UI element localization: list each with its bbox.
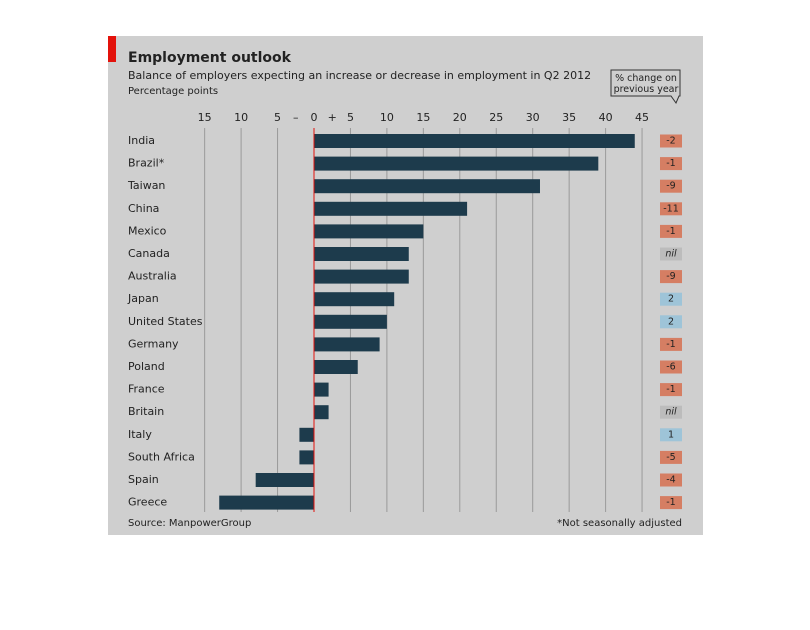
accent: [108, 36, 116, 62]
x-tick-label: 20: [453, 111, 467, 124]
note: *Not seasonally adjusted: [557, 518, 682, 529]
change-label: nil: [665, 249, 677, 260]
change-label: -6: [666, 362, 675, 373]
subtitle: Balance of employers expecting an increa…: [128, 69, 591, 82]
category-label: Greece: [128, 496, 167, 509]
plus-sign: +: [328, 111, 337, 124]
x-tick-label: 5: [347, 111, 354, 124]
bar: [314, 337, 380, 352]
change-label: -2: [666, 136, 675, 147]
change-box: [660, 202, 682, 216]
change-label: -4: [666, 475, 675, 486]
category-label: Taiwan: [127, 179, 165, 192]
category-label: Spain: [128, 473, 159, 486]
change-box: [660, 360, 682, 374]
category-label: Canada: [128, 247, 170, 260]
panel: [108, 36, 703, 535]
change-label: 2: [668, 294, 674, 305]
bar: [314, 201, 468, 216]
change-box: [660, 134, 682, 148]
bar: [314, 156, 599, 171]
bar: [314, 247, 409, 261]
x-tick-label: 30: [526, 111, 540, 124]
unit-label: Percentage points: [128, 86, 218, 97]
change-label: 2: [668, 316, 674, 327]
change-label: 1: [668, 429, 674, 440]
category-label: Italy: [128, 428, 152, 441]
chart-title: Employment outlook: [128, 50, 292, 66]
change-header-box: [610, 69, 681, 105]
bar: [314, 314, 387, 329]
bar: [219, 495, 314, 510]
bar: [299, 427, 314, 442]
x-tick-label: 10: [234, 111, 248, 124]
bar: [314, 360, 358, 374]
x-tick-label: 45: [635, 111, 649, 124]
category-label: South Africa: [128, 450, 195, 463]
category-label: France: [128, 383, 165, 396]
x-tick-label: 25: [489, 111, 503, 124]
change-label: -11: [663, 203, 679, 214]
category-label: Australia: [128, 270, 177, 283]
category-label: India: [128, 134, 155, 147]
bar: [314, 269, 409, 284]
change-label: -1: [666, 384, 675, 395]
change-box: [660, 315, 682, 329]
change-box: [660, 405, 682, 419]
bar: [314, 405, 329, 420]
x-tick-label: 15: [198, 111, 212, 124]
bar: [314, 224, 424, 239]
category-label: Brazil*: [128, 157, 165, 170]
minus-sign: –: [293, 111, 299, 124]
change-label: -1: [666, 497, 675, 508]
change-box: [660, 428, 682, 442]
change-box: [660, 292, 682, 306]
category-label: Britain: [128, 405, 164, 418]
change-label: -9: [666, 271, 675, 282]
category-label: United States: [128, 315, 203, 328]
bar: [314, 179, 540, 194]
change-label: -9: [666, 181, 675, 192]
change-box: [660, 496, 682, 510]
change-box: [660, 179, 682, 193]
change-box: [660, 473, 682, 487]
change-header: % change on previous year: [614, 73, 679, 95]
x-tick-label: 40: [599, 111, 613, 124]
x-tick-label: 15: [416, 111, 430, 124]
bar: [314, 382, 329, 397]
change-box: [660, 224, 682, 238]
category-label: Germany: [128, 337, 179, 350]
category-label: China: [128, 202, 159, 215]
change-label: -1: [666, 226, 675, 237]
change-box: [660, 450, 682, 464]
bar: [314, 134, 635, 148]
category-label: Japan: [127, 292, 159, 305]
x-tick-label: 0: [311, 111, 318, 124]
x-tick-label: 35: [562, 111, 576, 124]
change-box: [660, 157, 682, 171]
change-box: [660, 337, 682, 351]
x-tick-label: 10: [380, 111, 394, 124]
bar: [255, 473, 314, 487]
bar: [299, 450, 314, 465]
change-label: nil: [665, 407, 677, 418]
change-label: -1: [666, 339, 675, 350]
source: Source: ManpowerGroup: [128, 518, 251, 529]
category-label: Mexico: [128, 224, 167, 237]
x-tick-label: 5: [274, 111, 281, 124]
change-label: -5: [666, 452, 675, 463]
change-label: -1: [666, 158, 675, 169]
change-box: [660, 270, 682, 284]
bar: [314, 292, 395, 307]
change-box: [660, 247, 682, 261]
category-label: Poland: [128, 360, 165, 373]
change-box: [660, 383, 682, 397]
